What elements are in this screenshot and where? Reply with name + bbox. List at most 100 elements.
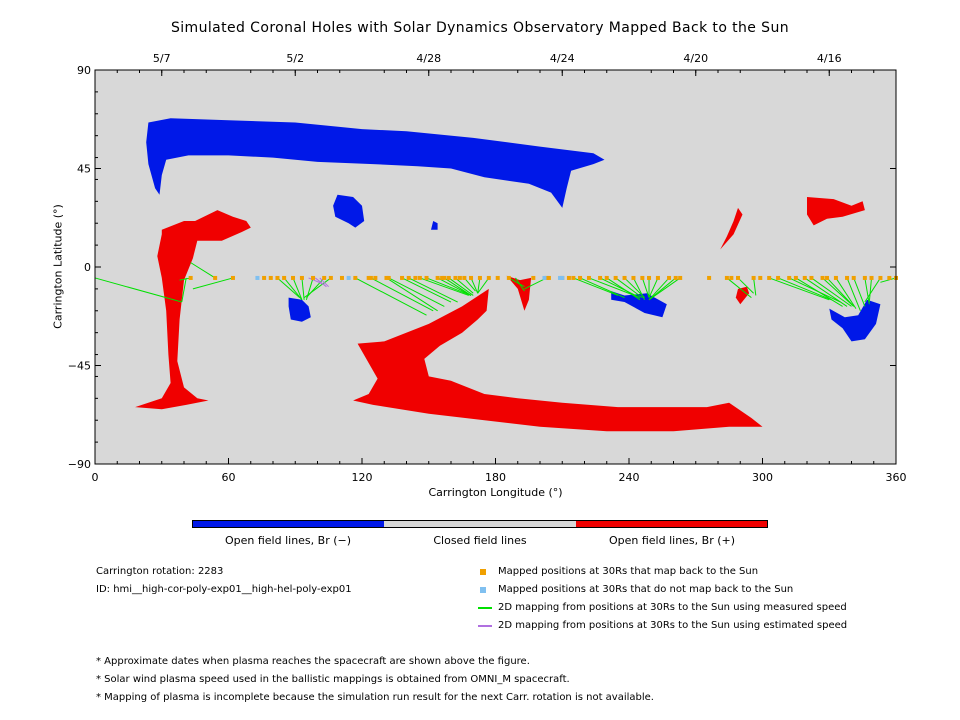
- mapping-line-measured-27: [477, 277, 490, 294]
- mapping-line-measured-54: [822, 277, 855, 307]
- mapping-line-measured-12: [355, 277, 427, 316]
- x-tick-label-4: 240: [619, 471, 640, 484]
- legend-label: Mapped positions at 30Rs that map back t…: [498, 566, 759, 577]
- point-unmapped-0: [255, 275, 260, 280]
- point-mapped-30: [462, 275, 467, 280]
- mapping-line-measured-25: [470, 277, 479, 294]
- mapping-line-measured-47: [753, 277, 757, 296]
- point-mapped-70: [845, 275, 850, 280]
- point-mapped-34: [495, 275, 500, 280]
- legend-marker-mapped: [480, 569, 486, 575]
- point-mapped-57: [729, 275, 734, 280]
- point-mapped-25: [440, 275, 445, 280]
- date-tick-label-1: 5/2: [286, 52, 304, 65]
- point-mapped-24: [435, 275, 440, 280]
- point-mapped-23: [424, 275, 429, 280]
- mapping-line-measured-21: [444, 277, 472, 296]
- mapping-line-measured-19: [426, 277, 472, 296]
- mapping-line-measured-52: [804, 277, 848, 307]
- point-mapped-48: [631, 275, 636, 280]
- point-mapped-71: [851, 275, 856, 280]
- mapping-line-measured-35: [606, 277, 641, 301]
- point-mapped-51: [655, 275, 660, 280]
- coronal-hole-neg-1: [333, 194, 365, 228]
- point-mapped-54: [678, 275, 683, 280]
- date-tick-label-4: 4/20: [683, 52, 708, 65]
- mapping-line-measured-57: [846, 277, 861, 311]
- colorbar-label-open-neg: Open field lines, Br (−): [224, 534, 352, 547]
- point-unmapped-2: [542, 275, 547, 280]
- point-mapped-69: [833, 275, 838, 280]
- coronal-hole-pos-10: [720, 207, 743, 250]
- mapping-line-measured-61: [864, 277, 881, 303]
- mapping-line-measured-1: [181, 277, 187, 303]
- point-unmapped-3: [558, 275, 563, 280]
- date-tick-label-5: 4/16: [817, 52, 842, 65]
- coronal-hole-pos-9: [735, 286, 750, 305]
- mapping-line-measured-58: [853, 277, 866, 307]
- coronal-hole-pos-7: [353, 288, 763, 432]
- point-mapped-32: [477, 275, 482, 280]
- y-tick-label-2: 0: [84, 261, 91, 274]
- mapping-line-measured-41: [648, 277, 659, 298]
- coronal-hole-neg-2: [431, 221, 438, 230]
- mapping-line-measured-38: [633, 277, 646, 301]
- point-mapped-29: [457, 275, 462, 280]
- point-mapped-45: [604, 275, 609, 280]
- x-tick-label-2: 120: [352, 471, 373, 484]
- mapping-line-measured-55: [826, 277, 855, 307]
- x-tick-label-5: 300: [752, 471, 773, 484]
- mapping-line-measured-29: [515, 277, 525, 292]
- point-mapped-65: [802, 275, 807, 280]
- mapping-line-measured-48: [769, 277, 830, 301]
- y-tick-label-4: −90: [68, 458, 91, 471]
- colorbar-open-neg: [193, 521, 385, 527]
- point-mapped-4: [268, 275, 273, 280]
- point-mapped-18: [386, 275, 391, 280]
- point-mapped-12: [339, 275, 344, 280]
- point-mapped-1: [213, 275, 218, 280]
- mapping-line-measured-6: [283, 277, 303, 301]
- mapping-line-measured-59: [864, 277, 870, 305]
- point-mapped-59: [751, 275, 756, 280]
- y-tick-label-3: −45: [68, 360, 91, 373]
- point-mapped-3: [262, 275, 267, 280]
- carrington-rotation: Carrington rotation: 2283: [96, 566, 224, 577]
- point-mapped-36: [531, 275, 536, 280]
- coronal-hole-pos-8: [506, 275, 532, 311]
- mapping-line-measured-56: [835, 277, 857, 309]
- point-mapped-47: [622, 275, 627, 280]
- mapping-line-measured-42: [648, 277, 670, 301]
- point-mapped-20: [406, 275, 411, 280]
- mapping-line-measured-17: [408, 277, 458, 303]
- mapping-line-estimated-1: [314, 277, 327, 288]
- point-mapped-56: [724, 275, 729, 280]
- footnote-dates: * Approximate dates when plasma reaches …: [96, 656, 530, 667]
- mapping-line-measured-51: [795, 277, 843, 307]
- point-mapped-38: [546, 275, 551, 280]
- point-mapped-9: [311, 275, 316, 280]
- legend-label: 2D mapping from positions at 30Rs to the…: [498, 602, 847, 613]
- point-mapped-58: [736, 275, 741, 280]
- point-mapped-53: [673, 275, 678, 280]
- mapping-line-measured-36: [615, 277, 643, 299]
- point-mapped-63: [787, 275, 792, 280]
- point-mapped-52: [667, 275, 672, 280]
- point-mapped-64: [793, 275, 798, 280]
- point-mapped-7: [291, 275, 296, 280]
- point-mapped-13: [353, 275, 358, 280]
- y-tick-label-1: 45: [77, 163, 91, 176]
- mapping-line-estimated-2: [319, 277, 329, 288]
- point-mapped-16: [373, 275, 378, 280]
- point-mapped-72: [862, 275, 867, 280]
- x-tick-label-1: 60: [222, 471, 236, 484]
- point-mapped-35: [506, 275, 511, 280]
- legend-label: Mapped positions at 30Rs that do not map…: [498, 584, 794, 595]
- mapping-line-measured-26: [477, 277, 481, 294]
- point-mapped-0: [188, 275, 193, 280]
- mapping-line-measured-45: [726, 277, 752, 299]
- point-mapped-74: [878, 275, 883, 280]
- mapping-line-measured-39: [641, 277, 650, 298]
- point-mapped-6: [282, 275, 287, 280]
- coronal-hole-pos-11: [807, 197, 865, 226]
